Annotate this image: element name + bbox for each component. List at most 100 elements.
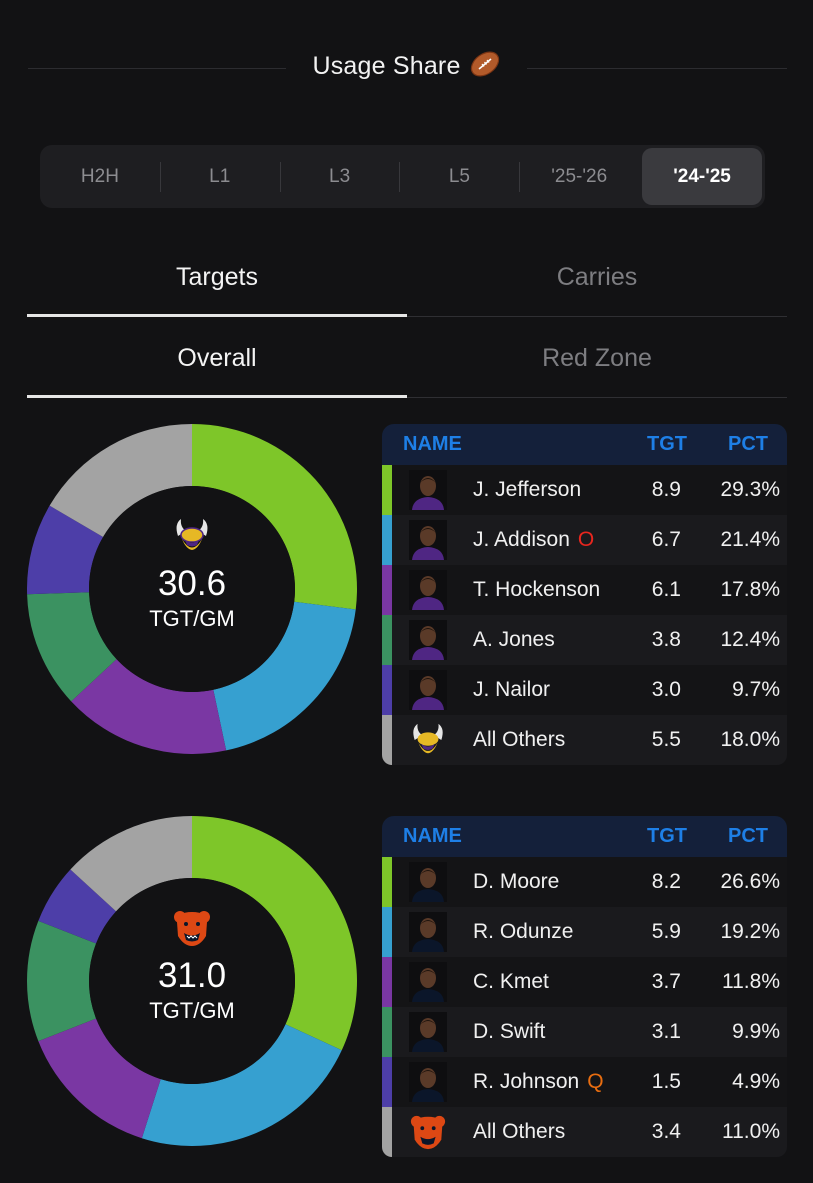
donut-slice[interactable]	[27, 592, 117, 702]
vikings-logo	[409, 720, 447, 760]
table-row[interactable]: R. Odunze 5.9 19.2%	[382, 907, 787, 957]
player-name: D. Swift	[473, 1020, 546, 1043]
color-indicator	[382, 465, 392, 515]
percent-value: 11.0%	[722, 1120, 780, 1143]
donut-slice[interactable]	[141, 1024, 342, 1146]
player-name: All Others	[473, 1120, 566, 1143]
zone-tabs: Overall Red Zone	[27, 318, 787, 398]
donut-hole	[89, 878, 295, 1084]
donut-slice[interactable]	[27, 920, 97, 1042]
donut-slice[interactable]	[192, 816, 357, 1051]
column-name-header[interactable]: NAME	[403, 825, 462, 847]
percent-value: 19.2%	[720, 920, 780, 943]
table-row[interactable]: J. Jefferson 8.9 29.3%	[382, 465, 787, 515]
vikings-unit: TGT/GM	[149, 606, 235, 631]
bears-donut-chart: 31.0 TGT/GM	[27, 816, 357, 1146]
tab-targets-label: Targets	[176, 262, 258, 291]
bears-total: 31.0	[157, 956, 227, 995]
player-name-cell: C. Kmet	[473, 970, 549, 994]
targets-value: 3.8	[651, 628, 681, 651]
donut-slice[interactable]	[49, 424, 192, 537]
table-row[interactable]: J. Addison O 6.7 21.4%	[382, 515, 787, 565]
column-name-header[interactable]: NAME	[403, 433, 462, 455]
period-option[interactable]: L3	[279, 145, 400, 208]
player-name-cell: All Others	[473, 1120, 565, 1144]
table-row[interactable]: All Others 5.5 18.0%	[382, 715, 787, 765]
player-name: R. Johnson	[473, 1070, 580, 1093]
color-indicator	[382, 515, 392, 565]
period-option[interactable]: '24-'25	[642, 148, 762, 205]
bears-unit: TGT/GM	[149, 998, 235, 1023]
donut-slice[interactable]	[38, 1018, 161, 1139]
targets-value: 5.5	[651, 728, 681, 751]
page-title: Usage Share	[0, 50, 813, 85]
column-tgt-header[interactable]: TGT	[647, 825, 687, 847]
percent-value: 9.9%	[732, 1020, 780, 1043]
player-avatar	[409, 1062, 447, 1102]
player-name-cell: A. Jones	[473, 628, 555, 652]
table-row[interactable]: J. Nailor 3.0 9.7%	[382, 665, 787, 715]
column-pct-header[interactable]: PCT	[728, 433, 768, 455]
table-row[interactable]: All Others 3.4 11.0%	[382, 1107, 787, 1157]
donut-slice[interactable]	[38, 869, 117, 944]
donut-slice[interactable]	[192, 424, 357, 610]
color-indicator	[382, 907, 392, 957]
player-name: A. Jones	[473, 628, 555, 651]
tab-overall[interactable]: Overall	[27, 318, 407, 398]
tab-targets[interactable]: Targets	[27, 237, 407, 317]
player-name: All Others	[473, 728, 566, 751]
player-name: J. Jefferson	[473, 478, 582, 501]
vikings-donut-chart: 30.6 TGT/GM	[27, 424, 357, 754]
percent-value: 12.4%	[720, 628, 780, 651]
period-option[interactable]: '25-'26	[519, 145, 639, 208]
table-row[interactable]: D. Moore 8.2 26.6%	[382, 857, 787, 907]
player-name: R. Odunze	[473, 920, 574, 943]
targets-value: 3.0	[651, 678, 681, 701]
column-tgt-header[interactable]: TGT	[647, 433, 687, 455]
donut-slice[interactable]	[213, 601, 356, 751]
player-avatar	[409, 670, 447, 710]
header-divider-left	[28, 68, 286, 69]
period-option[interactable]: L1	[159, 145, 280, 208]
donut-slice[interactable]	[70, 816, 192, 912]
player-avatar	[409, 912, 447, 952]
donut-slice[interactable]	[71, 659, 227, 754]
bears-usage-table: NAME TGT PCT D. Moore 8.2 26.6% R. Odunze 5.…	[382, 816, 787, 1157]
table-header: NAME TGT PCT	[382, 816, 787, 857]
player-avatar	[409, 620, 447, 660]
color-indicator	[382, 957, 392, 1007]
table-row[interactable]: R. Johnson Q 1.5 4.9%	[382, 1057, 787, 1107]
targets-value: 3.4	[651, 1120, 681, 1143]
color-indicator	[382, 615, 392, 665]
percent-value: 26.6%	[720, 870, 780, 893]
player-name: C. Kmet	[473, 970, 549, 993]
tab-red-zone-label: Red Zone	[542, 343, 652, 372]
stat-tabs: Targets Carries	[27, 237, 787, 317]
column-pct-header[interactable]: PCT	[728, 825, 768, 847]
injury-status-badge: Q	[587, 1070, 604, 1093]
tab-carries[interactable]: Carries	[407, 237, 787, 317]
color-indicator	[382, 1107, 392, 1157]
table-row[interactable]: A. Jones 3.8 12.4%	[382, 615, 787, 665]
period-option[interactable]: L5	[399, 145, 519, 208]
vikings-total: 30.6	[157, 564, 227, 603]
player-avatar	[409, 570, 447, 610]
table-row[interactable]: D. Swift 3.1 9.9%	[382, 1007, 787, 1057]
football-icon	[469, 50, 501, 85]
donut-hole	[89, 486, 295, 692]
table-row[interactable]: C. Kmet 3.7 11.8%	[382, 957, 787, 1007]
donut-slice[interactable]	[27, 505, 104, 595]
table-header: NAME TGT PCT	[382, 424, 787, 465]
vikings-logo	[172, 516, 212, 556]
tab-overall-label: Overall	[177, 343, 257, 372]
targets-value: 3.7	[651, 970, 681, 993]
color-indicator	[382, 715, 392, 765]
percent-value: 18.0%	[720, 728, 780, 751]
player-avatar	[409, 520, 447, 560]
color-indicator	[382, 1057, 392, 1107]
period-option[interactable]: H2H	[80, 165, 119, 187]
targets-value: 6.7	[651, 528, 681, 551]
player-name-cell: R. Odunze	[473, 920, 573, 944]
tab-red-zone[interactable]: Red Zone	[407, 318, 787, 398]
table-row[interactable]: T. Hockenson 6.1 17.8%	[382, 565, 787, 615]
